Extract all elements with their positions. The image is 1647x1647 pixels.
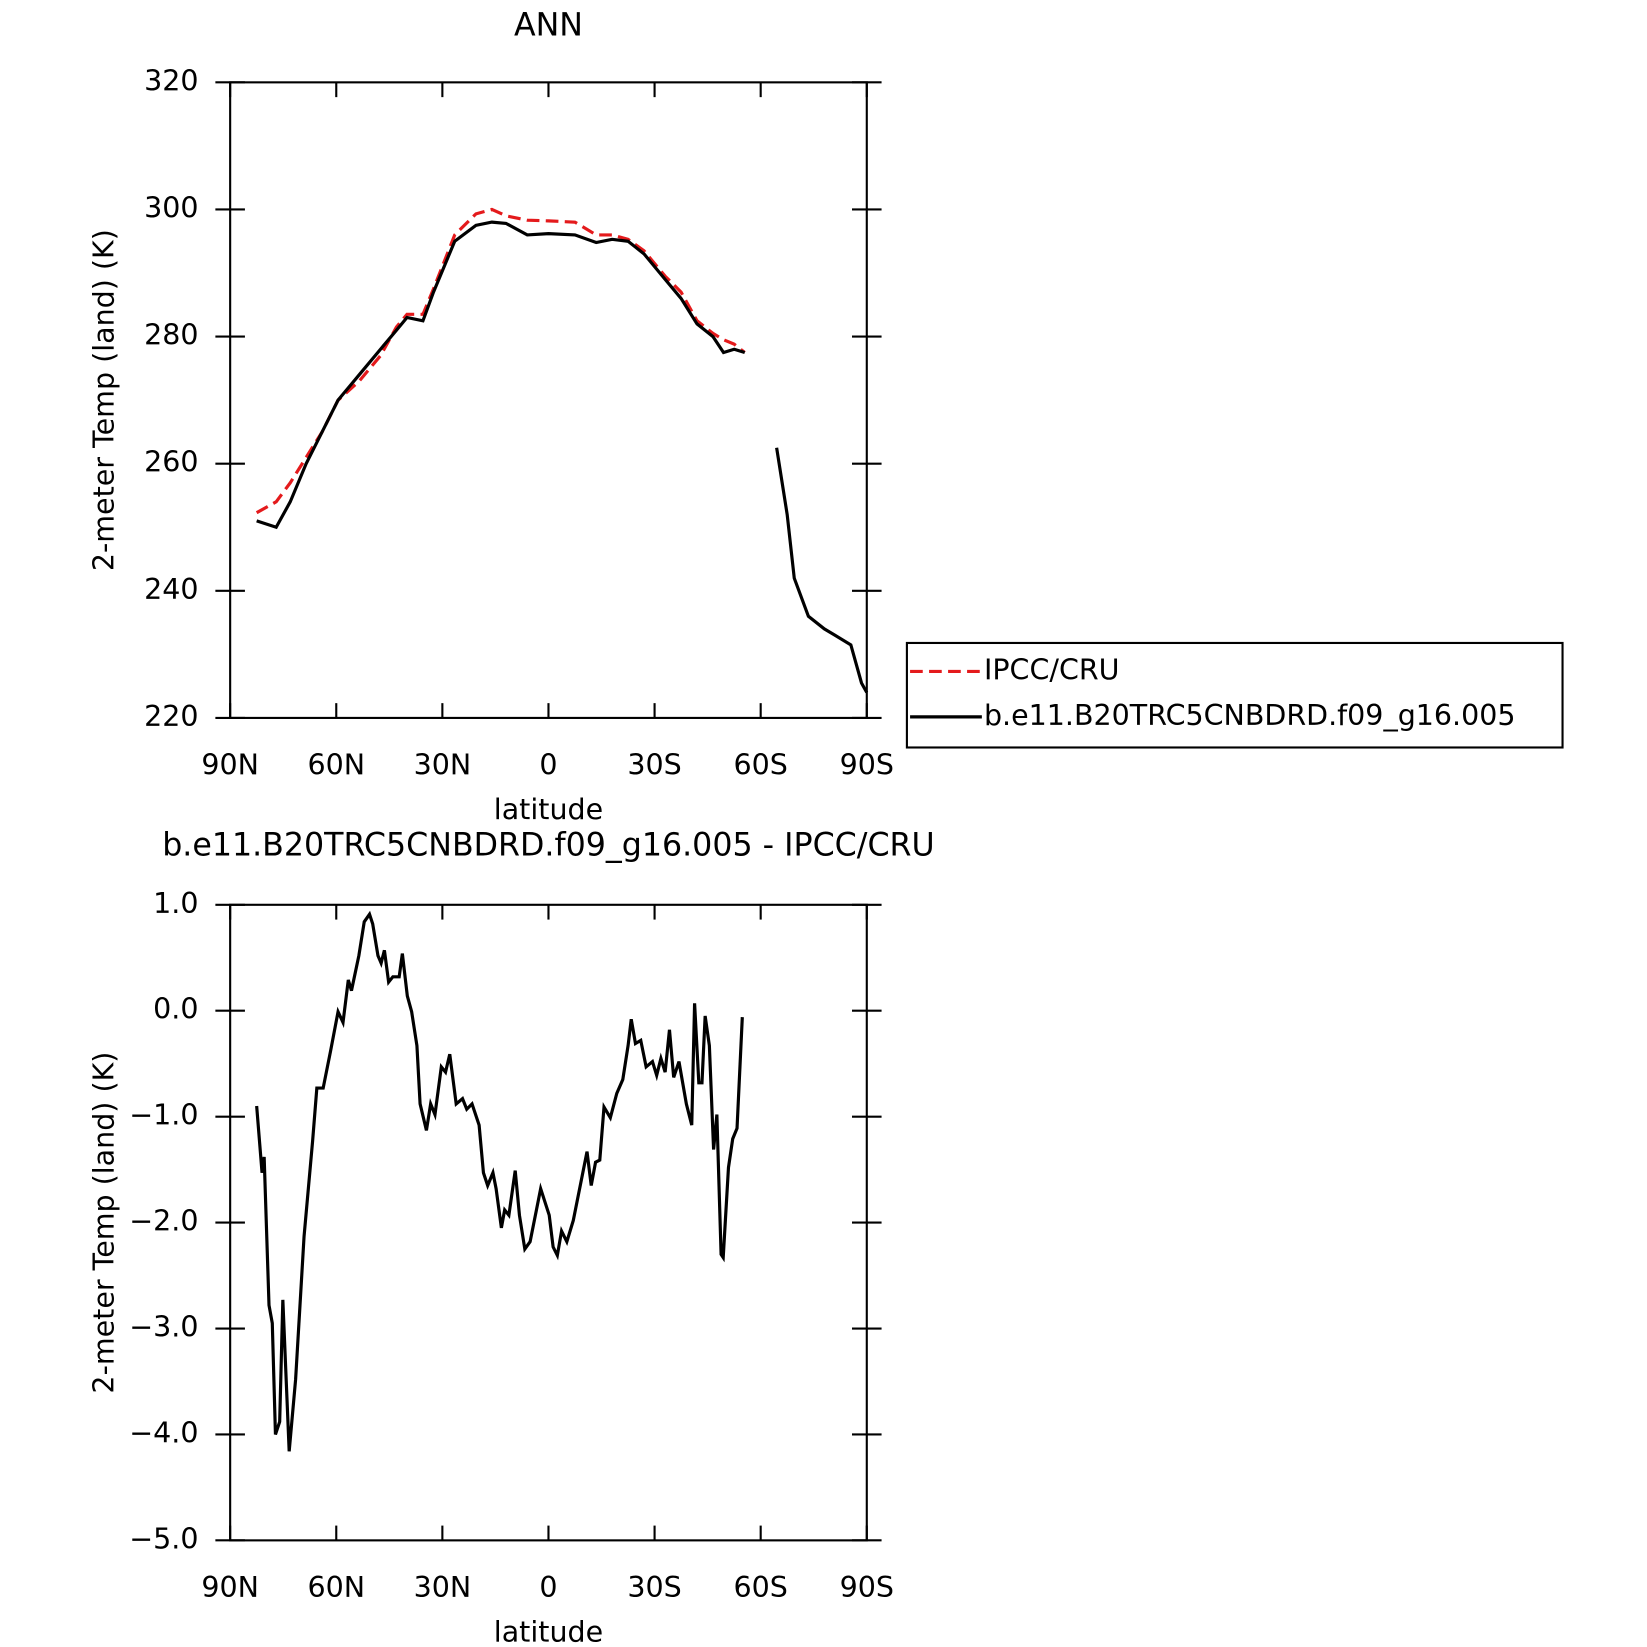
y-tick-label: 280 — [144, 319, 198, 352]
x-axis-label: latitude — [494, 793, 603, 826]
plot-frame — [229, 903, 868, 1542]
x-tick-label: 90N — [201, 1571, 259, 1604]
y-tick-label: 260 — [144, 446, 198, 479]
y-axis-label: 2-meter Temp (land) (K) — [88, 1052, 121, 1394]
y-tick-label: 240 — [144, 573, 198, 606]
x-tick-label: 90S — [840, 1571, 894, 1604]
series-line — [255, 207, 746, 515]
x-tick-label: 30N — [414, 1571, 472, 1604]
y-tick-label: −3.0 — [129, 1311, 198, 1344]
x-tick-label: 60N — [307, 748, 365, 781]
y-tick-label: −4.0 — [129, 1416, 198, 1449]
chart-title: b.e11.B20TRC5CNBDRD.f09_g16.005 - IPCC/C… — [162, 828, 935, 864]
x-tick-label: 30S — [627, 1571, 681, 1604]
legend-label: b.e11.B20TRC5CNBDRD.f09_g16.005 — [984, 699, 1516, 732]
x-axis-label: latitude — [494, 1615, 603, 1647]
y-tick-label: −2.0 — [129, 1205, 198, 1238]
series-line — [256, 220, 746, 530]
x-tick-label: 60S — [734, 748, 788, 781]
y-tick-label: −1.0 — [129, 1099, 198, 1132]
legend-box — [905, 641, 1564, 749]
x-tick-label: 60N — [307, 1571, 365, 1604]
legend-label: IPCC/CRU — [984, 653, 1120, 686]
y-tick-label: 320 — [144, 64, 198, 97]
x-tick-label: 60S — [734, 1571, 788, 1604]
x-tick-label: 0 — [539, 748, 557, 781]
plot-frame — [229, 81, 868, 719]
x-tick-label: 30S — [627, 748, 681, 781]
x-tick-label: 0 — [539, 1571, 557, 1604]
x-tick-label: 90N — [201, 748, 259, 781]
x-tick-label: 90S — [840, 748, 894, 781]
y-tick-label: 220 — [144, 700, 198, 733]
y-tick-label: −5.0 — [129, 1522, 198, 1555]
x-tick-label: 30N — [414, 748, 472, 781]
chart-title: ANN — [514, 7, 583, 43]
y-tick-label: 300 — [144, 191, 198, 224]
series-line — [775, 447, 869, 694]
series-line — [255, 910, 744, 1452]
y-axis-label: 2-meter Temp (land) (K) — [88, 229, 121, 571]
y-tick-label: 0.0 — [153, 993, 198, 1026]
y-tick-label: 1.0 — [153, 887, 198, 920]
